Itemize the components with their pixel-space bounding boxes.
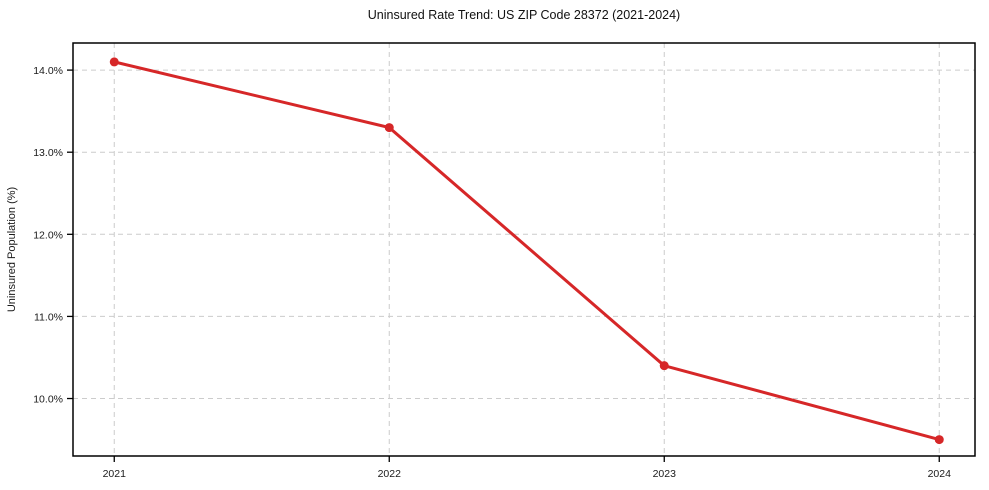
plot-border xyxy=(72,42,976,457)
data-point xyxy=(934,435,944,445)
y-tick-label: 12.0% xyxy=(33,229,63,241)
data-point xyxy=(659,361,669,371)
trend-line xyxy=(112,60,941,442)
y-tick-label: 14.0% xyxy=(33,65,63,77)
y-tick-label: 10.0% xyxy=(33,394,63,406)
y-axis-label: Uninsured Population (%) xyxy=(6,187,18,312)
y-tick-label: 11.0% xyxy=(34,311,63,323)
y-tick-label: 13.0% xyxy=(33,147,63,159)
x-tick-label: 2022 xyxy=(378,468,402,480)
data-point xyxy=(384,123,394,133)
data-point xyxy=(109,57,119,67)
x-tick-label: 2021 xyxy=(103,468,127,480)
x-tick-label: 2023 xyxy=(653,468,677,480)
x-tick-label: 2024 xyxy=(928,468,952,480)
chart-title: Uninsured Rate Trend: US ZIP Code 28372 … xyxy=(367,8,681,22)
